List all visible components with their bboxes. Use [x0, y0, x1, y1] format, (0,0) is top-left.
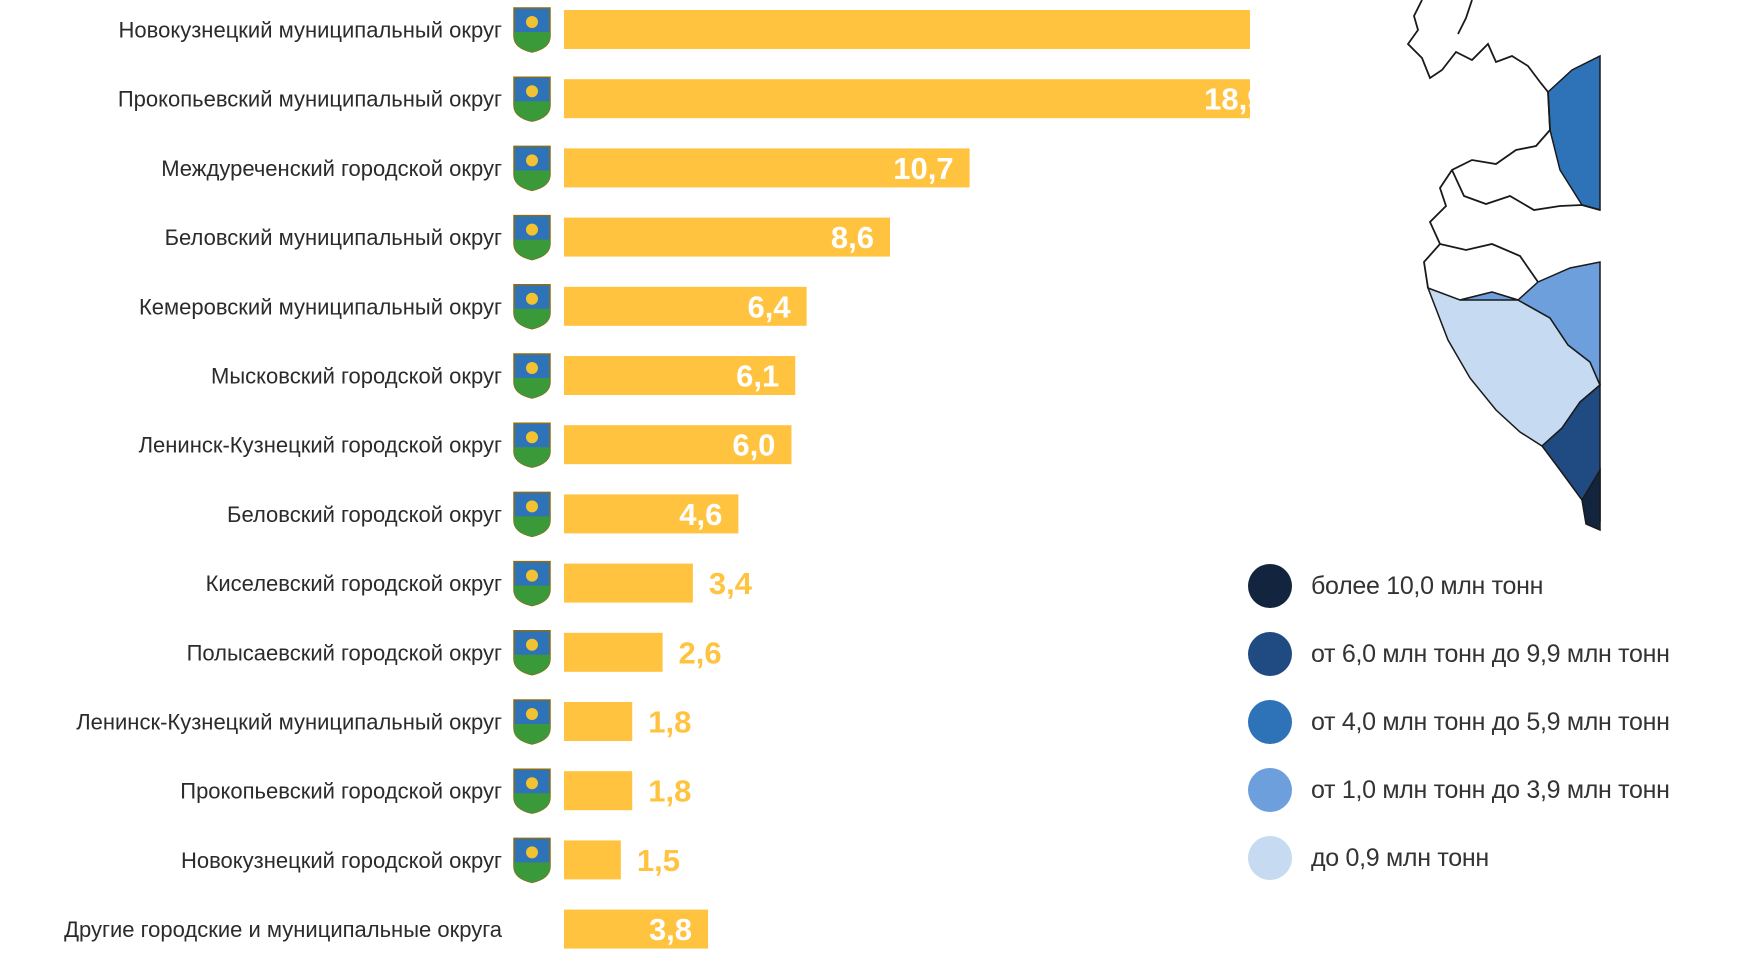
data-label: 1,8 — [648, 774, 691, 809]
bar — [564, 632, 663, 672]
coat-of-arms-icon — [513, 491, 551, 538]
bar — [564, 356, 796, 395]
data-label: 8,6 — [831, 220, 874, 255]
bar — [564, 217, 891, 257]
bar — [564, 425, 792, 465]
category-label: Ленинск-Кузнецкий городской округ — [139, 433, 502, 458]
bar — [564, 563, 693, 603]
legend-swatch — [1248, 700, 1292, 744]
data-label: 1,8 — [648, 705, 691, 740]
data-label: 2,6 — [679, 635, 722, 670]
data-label: 6,4 — [748, 289, 792, 324]
bar — [564, 702, 633, 741]
map-outline — [1406, 0, 1601, 289]
data-label: 6,0 — [732, 428, 775, 463]
legend-swatch — [1248, 768, 1292, 812]
legend-swatch — [1248, 564, 1292, 608]
bar — [564, 79, 1250, 119]
coat-of-arms-icon — [513, 837, 551, 884]
map-region-blue — [1547, 54, 1601, 211]
map-region-dark — [1540, 383, 1601, 522]
data-label: 10,7 — [893, 151, 953, 186]
category-label: Киселевский городской округ — [206, 571, 502, 596]
category-label: Мысковский городской округ — [211, 364, 502, 389]
legend-label: от 6,0 млн тонн до 9,9 млн тонн — [1311, 640, 1670, 668]
data-label: 6,1 — [736, 359, 779, 394]
data-label: 4,6 — [679, 497, 722, 532]
coat-of-arms-icon — [513, 768, 551, 814]
category-label: Другие городские и муниципальные округа — [64, 917, 503, 942]
legend-label: от 4,0 млн тонн до 5,9 млн тонн — [1311, 708, 1670, 736]
category-label: Прокопьевский городской округ — [180, 779, 502, 804]
category-label: Кемеровский муниципальный округ — [139, 294, 502, 319]
coat-of-arms-icon — [513, 284, 551, 330]
bar — [564, 909, 709, 949]
legend-swatch — [1248, 836, 1292, 880]
category-label: Новокузнецкий муниципальный округ — [119, 18, 502, 43]
data-label: 18,9 — [1204, 82, 1250, 117]
coat-of-arms-icon — [513, 353, 551, 399]
bar — [564, 840, 621, 880]
coat-of-arms-icon — [513, 7, 551, 53]
data-label: 3,4 — [709, 566, 753, 601]
bar-chart: Новокузнецкий муниципальный округ23,9Про… — [64, 7, 1250, 949]
map-region-mid — [1459, 261, 1601, 386]
data-label: 1,5 — [637, 843, 680, 878]
coat-of-arms-icon — [513, 214, 551, 261]
bar — [564, 771, 633, 811]
legend-label: более 10,0 млн тонн — [1311, 572, 1544, 600]
category-label: Прокопьевский муниципальный округ — [118, 87, 502, 112]
bar — [564, 10, 1250, 49]
category-label: Ленинск-Кузнецкий муниципальный округ — [76, 710, 502, 735]
coat-of-arms-icon — [513, 699, 551, 745]
category-label: Полысаевский городской округ — [187, 640, 502, 665]
data-label: 3,8 — [649, 912, 692, 947]
legend-label: от 1,0 млн тонн до 3,9 млн тонн — [1311, 776, 1670, 804]
coat-of-arms-icon — [513, 630, 551, 676]
category-label: Беловский муниципальный округ — [165, 225, 502, 250]
map-region-darkest — [1581, 467, 1601, 532]
legend-label: до 0,9 млн тонн — [1311, 844, 1489, 872]
legend-swatch — [1248, 632, 1292, 676]
bar — [564, 286, 807, 326]
category-label: Беловский городской округ — [227, 502, 502, 527]
coat-of-arms-icon — [513, 560, 551, 607]
coat-of-arms-icon — [513, 145, 551, 192]
bar — [564, 494, 739, 534]
region-map — [1406, 0, 1601, 532]
coat-of-arms-icon — [513, 76, 551, 122]
bar — [564, 148, 970, 188]
category-label: Новокузнецкий городской округ — [181, 848, 502, 873]
coat-of-arms-icon — [513, 422, 551, 468]
category-label: Междуреченский городской округ — [161, 156, 502, 181]
